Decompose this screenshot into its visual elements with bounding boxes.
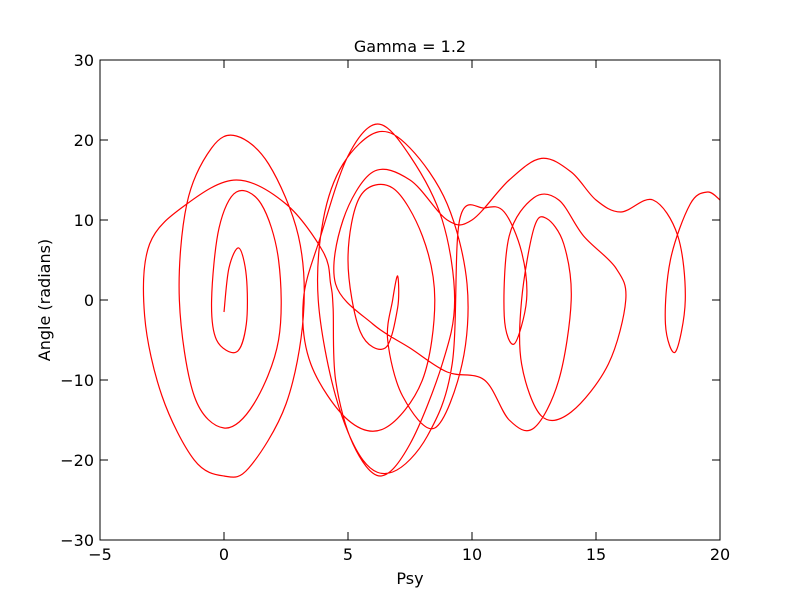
y-tick-label: −20 [60,451,94,470]
x-tick-label: 20 [710,545,730,564]
x-tick-label: 0 [219,545,229,564]
plot-area [142,123,720,478]
y-tick-label: 0 [84,291,94,310]
y-tick-label: 20 [74,131,94,150]
x-tick-label: 5 [343,545,353,564]
y-tick-label: 10 [74,211,94,230]
x-tick-label: 15 [586,545,606,564]
y-tick-label: 30 [74,51,94,70]
trajectory-line [142,123,720,478]
y-tick-label: −30 [60,531,94,550]
y-tick-label: −10 [60,371,94,390]
x-axis-label: Psy [396,569,423,588]
y-axis-label: Angle (radians) [35,239,54,361]
chart-title: Gamma = 1.2 [354,37,466,56]
x-tick-label: 10 [462,545,482,564]
x-tick-label: −5 [88,545,112,564]
